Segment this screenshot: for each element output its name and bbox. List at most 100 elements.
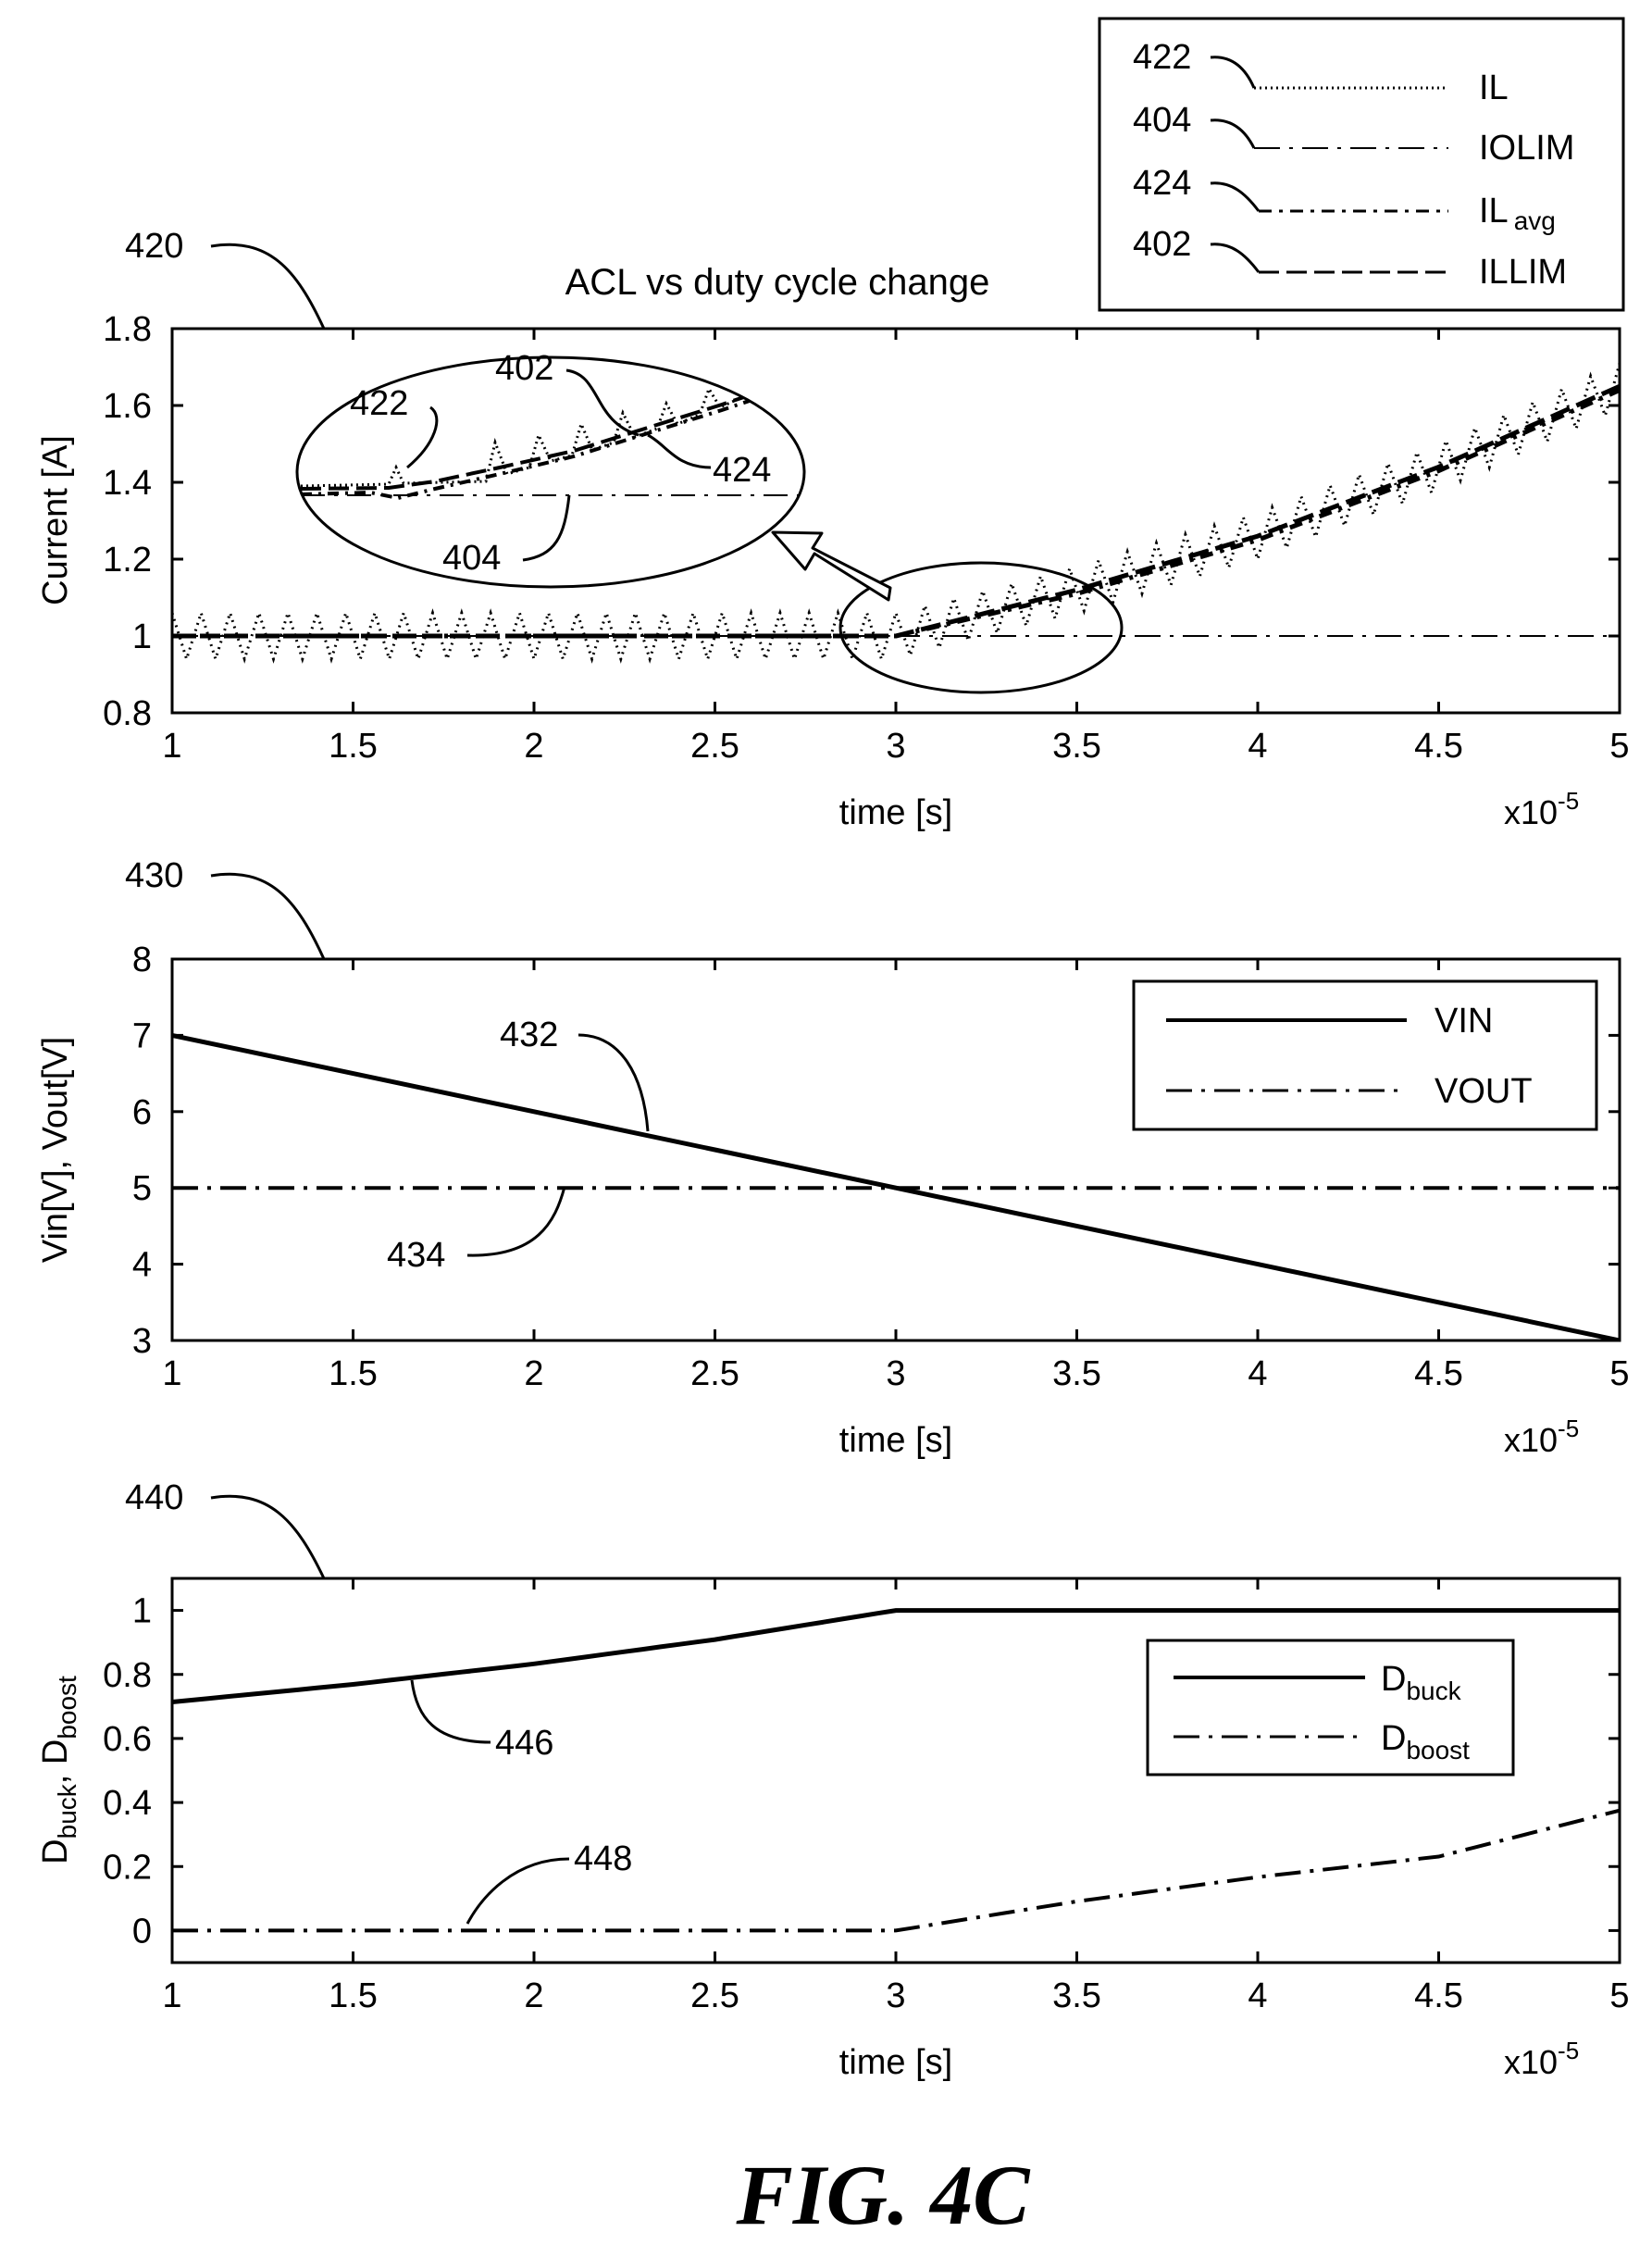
y-tick-label: 1.2: [103, 541, 152, 580]
svg-text:404: 404: [1133, 101, 1191, 140]
x-tick-label: 1.5: [329, 1976, 378, 2015]
y-tick-label: 4: [132, 1246, 152, 1285]
ref-label-440: 440: [125, 1478, 183, 1517]
zoom-leader-424: [647, 433, 712, 469]
zoom-ref-424: 424: [713, 451, 771, 490]
y-tick-label: 1: [132, 617, 152, 656]
x-tick-label: 3: [886, 727, 905, 766]
x-axis-label: time [s]: [839, 2043, 952, 2082]
zoom-leader-404: [522, 494, 571, 562]
y-tick-label: 6: [132, 1093, 152, 1132]
y-tick-label: 1.6: [103, 387, 152, 426]
x-tick-label: 4: [1248, 727, 1267, 766]
leader-432: [578, 1033, 650, 1132]
zoom-inset: 422 402 424 404: [295, 349, 806, 589]
x-tick-label: 2: [524, 1976, 543, 2015]
series-il: [172, 363, 1620, 664]
legend-duty: Dbuck Dboost: [1146, 1639, 1515, 1776]
figure-caption: FIG. 4C: [736, 2148, 1032, 2242]
series-group: [172, 363, 1620, 664]
svg-text:ILLIM: ILLIM: [1479, 253, 1567, 292]
zoom-ref-404: 404: [442, 539, 501, 578]
x-ticks: 1 1.5 2 2.5 3 3.5 4 4.5 5: [162, 959, 1630, 1393]
x-ticks: 1 1.5 2 2.5 3 3.5 4 4.5 5: [162, 1578, 1630, 2015]
x-axis-label: time [s]: [839, 793, 952, 832]
leader-440: [210, 1494, 326, 1579]
ref-label-448: 448: [574, 1839, 632, 1878]
legend-voltage: VIN VOUT: [1132, 979, 1598, 1131]
y-tick-label: 7: [132, 1016, 152, 1055]
zoom-leader-402: [565, 368, 640, 437]
legend-entry-il: 422 IL: [1133, 38, 1509, 107]
y-axis-label: Dbuck, Dboost: [36, 1676, 81, 1864]
chart-title: ACL vs duty cycle change: [565, 262, 990, 303]
x-tick-label: 1.5: [329, 727, 378, 766]
x-tick-label: 2: [524, 727, 543, 766]
x-tick-label: 2.5: [690, 1976, 739, 2015]
legend-current: 422 IL 404 IOLIM 424 IL avg 402: [1098, 17, 1625, 312]
chart-voltage: 1 1.5 2 2.5 3 3.5 4 4.5 5 3 4 5 6 7 8 Vin[V], Vout[V]…: [36, 856, 1630, 1460]
x-tick-label: 2.5: [690, 1354, 739, 1393]
ref-label-430: 430: [125, 856, 183, 895]
svg-text:IL: IL: [1479, 69, 1509, 107]
y-tick-label: 1.8: [103, 310, 152, 349]
ref-label-434: 434: [387, 1236, 445, 1275]
series-dboost: [172, 1808, 1620, 1933]
leader-446: [410, 1679, 491, 1744]
x-tick-label: 1: [162, 727, 181, 766]
x-tick-label: 4: [1248, 1976, 1267, 2015]
y-tick-label: 0.8: [103, 1656, 152, 1695]
x-exponent: x10-5: [1504, 2037, 1579, 2081]
zoom-ref-422: 422: [350, 384, 408, 423]
legend-entry-ilavg: 424 IL avg: [1133, 164, 1556, 235]
y-tick-label: 5: [132, 1169, 152, 1208]
x-tick-label: 3.5: [1052, 1976, 1101, 2015]
x-axis-label: time [s]: [839, 1421, 952, 1460]
chart-duty: 1 1.5 2 2.5 3 3.5 4 4.5 5 0 0.2 0.4 0.6 0.8 1 Dbuck, …: [36, 1478, 1630, 2082]
leader-434: [466, 1186, 566, 1257]
svg-text:402: 402: [1133, 225, 1191, 264]
x-tick-label: 3: [886, 1354, 905, 1393]
y-tick-label: 0.2: [103, 1848, 152, 1887]
leader-430: [210, 872, 326, 960]
zoom-illim: [300, 378, 797, 491]
y-axis-label: Vin[V], Vout[V]: [36, 1037, 75, 1263]
zoom-ilavg: [300, 383, 797, 501]
x-tick-label: 4.5: [1414, 727, 1463, 766]
zoom-ref-402: 402: [495, 349, 553, 388]
x-exponent: x10-5: [1504, 1415, 1579, 1459]
y-tick-label: 0.8: [103, 694, 152, 733]
x-tick-label: 5: [1609, 727, 1629, 766]
legend-label-dbuck: Dbuck: [1381, 1660, 1462, 1705]
x-tick-label: 1.5: [329, 1354, 378, 1393]
x-tick-label: 4.5: [1414, 1354, 1463, 1393]
x-tick-label: 4.5: [1414, 1976, 1463, 2015]
x-tick-label: 4: [1248, 1354, 1267, 1393]
x-tick-label: 5: [1609, 1354, 1629, 1393]
x-tick-label: 2: [524, 1354, 543, 1393]
ref-label-432: 432: [500, 1016, 558, 1054]
y-tick-label: 1: [132, 1592, 152, 1631]
leader-420: [210, 243, 326, 330]
y-tick-label: 3: [132, 1322, 152, 1361]
series-illim: [172, 384, 1620, 639]
x-tick-label: 3.5: [1052, 727, 1101, 766]
y-tick-label: 0.6: [103, 1720, 152, 1759]
x-tick-label: 1: [162, 1976, 181, 2015]
leader-448: [466, 1857, 570, 1925]
x-tick-label: 5: [1609, 1976, 1629, 2015]
legend-label-vin: VIN: [1435, 1002, 1493, 1041]
x-tick-label: 3: [886, 1976, 905, 2015]
chart-current: 1 1.5 2 2.5 3 3.5 4 4.5 5 0.8 1 1.2 1.4 1.6 1.8 ACL v…: [36, 17, 1630, 832]
y-ticks: 0.8 1 1.2 1.4 1.6 1.8: [103, 310, 1620, 733]
x-ticks: 1 1.5 2 2.5 3 3.5 4 4.5 5: [162, 329, 1630, 766]
series-group: [172, 1608, 1620, 1933]
x-tick-label: 1: [162, 1354, 181, 1393]
zoom-leader-422: [406, 405, 439, 469]
svg-text:IOLIM: IOLIM: [1479, 129, 1574, 168]
ref-label-446: 446: [495, 1724, 553, 1763]
y-tick-label: 0.4: [103, 1784, 152, 1823]
legend-label-dboost: Dboost: [1381, 1719, 1470, 1764]
